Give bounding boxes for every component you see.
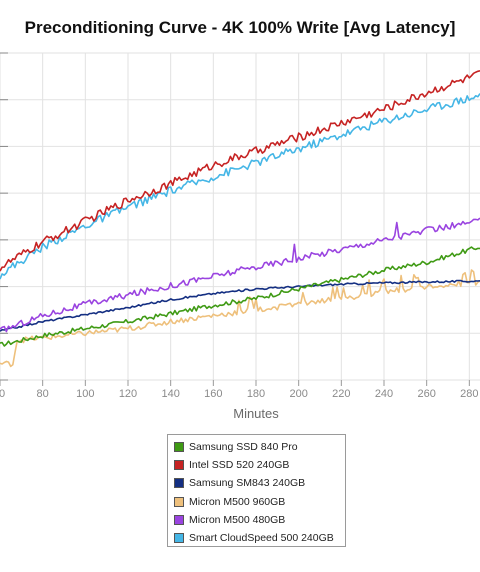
x-tick-label: 120 xyxy=(119,388,137,400)
legend-swatch xyxy=(174,478,184,489)
legend-swatch xyxy=(174,533,184,543)
chart-legend: Samsung SSD 840 Pro Intel SSD 520 240GB Sa… xyxy=(167,434,346,547)
plot-area xyxy=(0,53,480,380)
legend-swatch xyxy=(174,442,184,452)
chart-plot: 0 80 100 120 140 160 180 200 220 240 260 280 Minutes xyxy=(0,52,480,421)
legend-label: Smart CloudSpeed 500 240GB xyxy=(189,532,334,544)
x-tick-label: 260 xyxy=(417,388,435,400)
legend-label: Micron M500 960GB xyxy=(189,495,286,508)
legend-label: Intel SSD 520 240GB xyxy=(189,459,290,472)
series-line xyxy=(0,269,480,368)
x-tick-label: 240 xyxy=(375,388,393,400)
x-tick-label: 200 xyxy=(289,388,307,400)
legend-label: Micron M500 480GB xyxy=(189,513,286,526)
legend-swatch xyxy=(174,496,184,507)
chart-title: Preconditioning Curve - 4K 100% Write [A… xyxy=(24,18,456,37)
series-line xyxy=(0,70,480,272)
x-tick-label: 280 xyxy=(460,388,478,400)
x-axis-title: Minutes xyxy=(233,406,279,421)
series-line xyxy=(0,246,480,347)
series-line xyxy=(0,217,480,333)
x-tick-label: 140 xyxy=(161,388,179,400)
legend-label: Samsung SM843 240GB xyxy=(189,477,306,490)
x-tick-label: 180 xyxy=(247,388,265,400)
series-line xyxy=(0,279,480,332)
legend-swatch xyxy=(174,460,184,471)
x-tick-label: 160 xyxy=(204,388,222,400)
x-tick-label: 220 xyxy=(332,388,350,400)
x-tick-label: 100 xyxy=(76,388,94,400)
x-tick-label: 0 xyxy=(0,388,5,400)
x-tick-label: 80 xyxy=(37,388,49,400)
legend-swatch xyxy=(174,514,184,525)
series-line xyxy=(0,93,480,280)
legend-label: Samsung SSD 840 Pro xyxy=(189,441,298,453)
